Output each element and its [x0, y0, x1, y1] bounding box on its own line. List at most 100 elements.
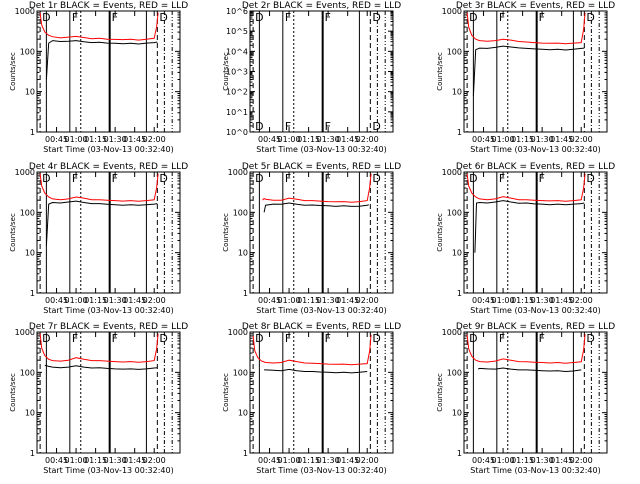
x-tick-label: 01:15 — [297, 456, 320, 465]
x-tick-label: 02:00 — [143, 135, 166, 144]
y-tick-label: 10^6 — [226, 7, 248, 16]
x-tick-label: 01:45 — [123, 135, 146, 144]
y-axis-label: Counts/sec — [222, 52, 230, 91]
x-tick-label: 01:30 — [317, 135, 340, 144]
x-tick-label: 01:30 — [531, 135, 554, 144]
x-tick-label: 01:30 — [104, 456, 127, 465]
y-tick-label: 10 — [452, 249, 462, 258]
detector-panel-6: Det 6r BLACK = Events, RED = LLD 1 10 100 10… — [436, 162, 615, 315]
marker-label-D: D — [586, 332, 594, 345]
marker-label-F: F — [285, 332, 291, 345]
events-series-line — [474, 200, 585, 253]
x-tick-label: 01:00 — [65, 456, 88, 465]
events-series-line — [44, 364, 158, 370]
events-series-line — [477, 367, 582, 373]
detector-panel-3: Det 3r BLACK = Events, RED = LLD 1 10 100 10… — [436, 1, 615, 154]
lld-series-line — [39, 12, 159, 41]
x-axis-label: Start Time (03-Nov-13 00:32:40) — [256, 466, 386, 475]
y-tick-label: 1000 — [228, 168, 248, 177]
x-tick-label: 01:15 — [84, 296, 107, 305]
plot-frame — [463, 171, 608, 294]
y-tick-label: 1000 — [15, 168, 35, 177]
x-tick-label: 02:00 — [570, 135, 593, 144]
x-axis-label: Start Time (03-Nov-13 00:32:40) — [256, 145, 386, 154]
y-tick-label: 10 — [452, 409, 462, 418]
events-series-line — [263, 202, 369, 213]
plot-frame — [249, 10, 394, 133]
y-tick-label: 10^1 — [226, 108, 248, 117]
detector-panel-5: Det 5r BLACK = Events, RED = LLD 1 10 100 10… — [222, 162, 401, 315]
y-tick-label: 100 — [447, 368, 462, 377]
marker-label-F: F — [285, 172, 291, 185]
y-tick-label: 10^5 — [226, 27, 248, 36]
lld-series-line — [39, 333, 159, 363]
plot-frame — [463, 331, 608, 454]
x-tick-label: 01:00 — [278, 296, 301, 305]
y-tick-label: 100 — [20, 368, 35, 377]
y-axis-label: Counts/sec — [436, 52, 444, 91]
marker-label-bottom-F: F — [285, 120, 291, 133]
marker-label-F: F — [499, 11, 505, 24]
marker-label-F: F — [112, 172, 118, 185]
x-tick-label: 01:30 — [531, 456, 554, 465]
panel-title: Det 5r BLACK = Events, RED = LLD — [242, 162, 401, 172]
x-tick-label: 00:45 — [45, 296, 68, 305]
x-tick-label: 01:30 — [104, 135, 127, 144]
events-series-line — [45, 200, 158, 246]
y-tick-label: 1000 — [442, 7, 462, 16]
lld-series-line — [39, 173, 159, 202]
x-tick-label: 01:15 — [511, 296, 534, 305]
y-tick-label: 1 — [243, 449, 248, 458]
x-tick-label: 00:45 — [472, 135, 495, 144]
events-series-line — [472, 45, 585, 96]
events-series-line — [264, 368, 368, 374]
y-tick-label: 100 — [20, 47, 35, 56]
lld-series-line — [252, 334, 372, 366]
y-tick-label: 10^0 — [226, 128, 248, 137]
x-axis-label: Start Time (03-Nov-13 00:32:40) — [43, 466, 173, 475]
x-tick-label: 01:00 — [65, 296, 88, 305]
y-axis-label: Counts/sec — [9, 373, 17, 412]
plot-frame — [36, 171, 181, 294]
x-tick-label: 00:45 — [258, 456, 281, 465]
x-tick-label: 01:00 — [278, 456, 301, 465]
x-tick-label: 01:45 — [550, 456, 573, 465]
marker-label-F: F — [499, 172, 505, 185]
detector-panel-7: Det 7r BLACK = Events, RED = LLD 1 10 100 10… — [9, 322, 188, 475]
y-tick-label: 10 — [25, 88, 35, 97]
marker-label-F: F — [325, 11, 331, 24]
x-tick-label: 01:30 — [317, 296, 340, 305]
x-tick-label: 01:15 — [297, 296, 320, 305]
marker-label-F: F — [325, 172, 331, 185]
detector-panel-2: Det 2r BLACK = Events, RED = LLD 10^0 10^1… — [222, 1, 401, 154]
x-tick-label: 01:45 — [336, 456, 359, 465]
y-axis-label: Counts/sec — [436, 213, 444, 252]
y-axis-label: Counts/sec — [222, 213, 230, 252]
y-tick-label: 100 — [233, 368, 248, 377]
x-tick-label: 02:00 — [570, 456, 593, 465]
y-tick-label: 10^4 — [226, 47, 248, 56]
x-tick-label: 01:45 — [550, 135, 573, 144]
y-tick-label: 1000 — [15, 7, 35, 16]
marker-label-F: F — [539, 11, 545, 24]
x-tick-label: 01:00 — [492, 456, 515, 465]
y-tick-label: 10^2 — [226, 88, 248, 97]
marker-label-D: D — [159, 332, 167, 345]
x-tick-label: 02:00 — [143, 296, 166, 305]
x-axis-label: Start Time (03-Nov-13 00:32:40) — [256, 306, 386, 315]
detector-panel-1: Det 1r BLACK = Events, RED = LLD 1 10 100 10… — [9, 1, 188, 154]
x-tick-label: 01:45 — [123, 456, 146, 465]
y-tick-label: 100 — [20, 208, 35, 217]
x-tick-label: 01:15 — [511, 135, 534, 144]
x-tick-label: 01:45 — [336, 135, 359, 144]
y-tick-label: 10^3 — [226, 68, 248, 77]
marker-label-D: D — [372, 332, 380, 345]
detector-panel-9: Det 9r BLACK = Events, RED = LLD 1 10 100 10… — [436, 322, 615, 475]
plot-frame — [249, 171, 394, 294]
y-tick-label: 10 — [25, 409, 35, 418]
panel-title: Det 6r BLACK = Events, RED = LLD — [456, 162, 615, 172]
events-series-line — [45, 40, 158, 80]
x-tick-label: 01:30 — [317, 456, 340, 465]
x-tick-label: 01:00 — [492, 296, 515, 305]
y-tick-label: 1000 — [15, 328, 35, 337]
